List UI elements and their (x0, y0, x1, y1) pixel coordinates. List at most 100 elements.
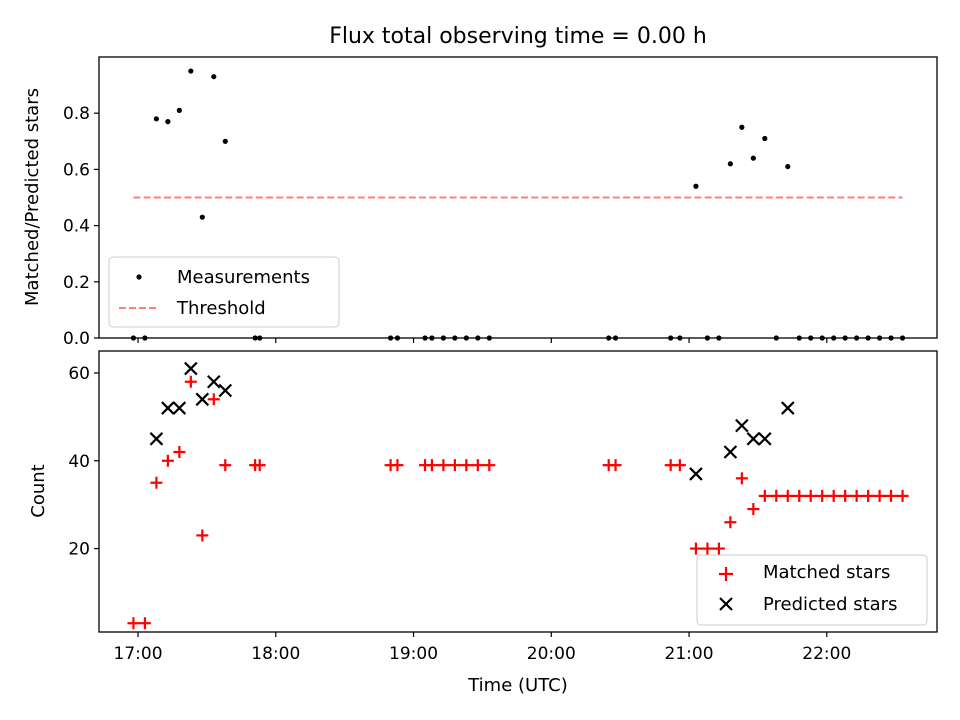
ratio-y-tick-label: 0.0 (63, 329, 90, 349)
legend-matched-marker (719, 567, 733, 581)
matched-star-point (391, 459, 404, 472)
predicted-star-point (172, 401, 187, 415)
matched-star-point (862, 489, 875, 502)
x-axis-label: Time (UTC) (467, 675, 568, 696)
matched-star-point (425, 459, 438, 472)
predicted-star-point (758, 432, 772, 446)
legend-predicted-marker (719, 597, 733, 611)
matched-star-point (196, 529, 209, 542)
measurement-point (165, 119, 171, 125)
matched-star-point (873, 489, 886, 502)
legend-predicted-label: Predicted stars (763, 594, 897, 615)
ratio-y-tick-label: 0.6 (63, 160, 90, 180)
x-tick-label: 19:00 (389, 644, 438, 664)
matched-star-point (885, 489, 898, 502)
legend-matched-label: Matched stars (763, 562, 890, 583)
x-tick-label: 17:00 (114, 644, 163, 664)
matched-star-point (207, 393, 220, 406)
count-plot-area (127, 361, 909, 630)
ratio-panel: 0.00.20.40.60.8 Matched/Predicted stars … (22, 56, 938, 349)
x-tick-label: 18:00 (251, 644, 300, 664)
predicted-star-point (689, 467, 703, 481)
matched-star-point (804, 489, 817, 502)
measurement-point (750, 155, 756, 161)
matched-star-point (437, 459, 450, 472)
matched-star-point (173, 445, 186, 458)
count-y-tick-label: 20 (68, 540, 90, 560)
count-axes-frame (98, 350, 938, 633)
measurement-point (762, 135, 768, 142)
legend-threshold-label: Threshold (176, 298, 266, 319)
predicted-star-point (161, 401, 175, 415)
count-legend-box (696, 554, 928, 626)
predicted-star-point (207, 374, 221, 389)
matched-star-point (127, 617, 140, 630)
predicted-star-point (735, 418, 749, 433)
measurement-point (693, 183, 699, 189)
matched-star-point (609, 459, 622, 472)
matched-star-point (781, 489, 794, 502)
matched-star-point (850, 489, 863, 502)
legend-measurements-label: Measurements (177, 267, 310, 288)
predicted-star-point (746, 432, 761, 446)
predicted-star-point (723, 445, 738, 459)
measurement-point (727, 161, 733, 167)
matched-star-point (161, 454, 174, 467)
matched-star-point (483, 459, 496, 472)
measurement-point (222, 138, 228, 144)
matched-star-point (689, 542, 702, 555)
measurement-point (188, 68, 194, 74)
measurement-point (785, 163, 791, 170)
matched-star-point (793, 489, 806, 502)
ratio-y-axis: 0.0 0.2 0.4 0.6 0.8 (63, 104, 99, 349)
matched-star-point (673, 459, 686, 472)
count-x-axis: 17:00 18:00 19:00 20:00 21:00 22:00 (114, 632, 851, 664)
ratio-y-tick-label: 0.4 (63, 217, 90, 237)
matched-star-point (471, 459, 484, 472)
x-tick-label: 22:00 (802, 644, 851, 664)
matched-star-point (253, 459, 266, 472)
chart-title: Flux total observing time = 0.00 h (329, 24, 707, 49)
measurement-point (176, 107, 182, 113)
ratio-y-axis-label: Matched/Predicted stars (22, 88, 43, 306)
count-panel: 20 40 60 17:00 18:00 19:00 20:00 21:00 22:00 Co… (28, 350, 938, 696)
predicted-star-point (184, 361, 198, 376)
count-legend: Matched stars Predicted stars (696, 554, 928, 626)
matched-star-point (460, 459, 473, 472)
matched-star-point (758, 489, 771, 502)
matched-star-point (816, 489, 829, 502)
measurement-point (153, 116, 159, 122)
matched-star-point (770, 489, 783, 502)
measurement-point (739, 124, 745, 130)
ratio-y-tick-label: 0.8 (63, 104, 90, 124)
ratio-axes-frame (98, 56, 938, 339)
matched-star-point (735, 472, 748, 485)
predicted-star-point (195, 392, 210, 407)
ratio-y-tick-label: 0.2 (63, 273, 90, 293)
matched-star-point (184, 375, 197, 388)
matched-star-point (839, 489, 852, 502)
ratio-x-axis (137, 338, 828, 343)
predicted-star-point (149, 432, 164, 446)
matched-star-point (701, 542, 714, 555)
legend-measurements-marker (136, 274, 142, 280)
predicted-star-point (780, 401, 795, 415)
matched-star-point (448, 459, 461, 472)
count-y-tick-label: 60 (68, 364, 90, 384)
ratio-legend: Measurements Threshold (108, 256, 340, 328)
measurement-point (199, 214, 205, 220)
matched-star-point (724, 516, 737, 529)
matched-star-point (747, 503, 760, 516)
count-y-axis-label: Count (28, 464, 49, 517)
ratio-legend-box (108, 256, 340, 328)
matched-star-point (138, 617, 151, 630)
matched-star-point (712, 542, 725, 555)
predicted-star-point (218, 383, 233, 398)
matched-star-point (896, 489, 909, 502)
matched-star-point (150, 476, 163, 489)
matched-star-point (219, 459, 232, 472)
count-y-tick-label: 40 (68, 452, 90, 472)
count-y-axis: 20 40 60 (68, 364, 99, 560)
x-tick-label: 20:00 (527, 644, 576, 664)
